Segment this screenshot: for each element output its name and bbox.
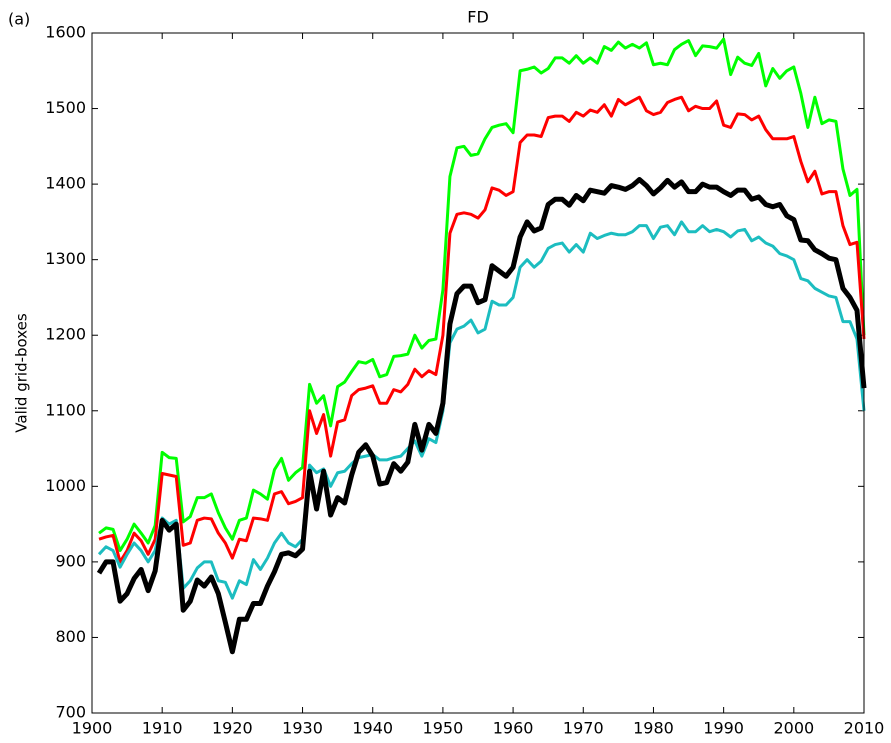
x-tick-label: 1930: [282, 719, 323, 738]
plot-frame: [91, 32, 865, 714]
chart-title: FD: [467, 8, 489, 27]
y-axis-label: Valid grid-boxes: [13, 313, 31, 433]
y-tick-label: 700: [55, 703, 86, 722]
y-tick-label: 1400: [45, 174, 86, 193]
y-tick-label: 1600: [45, 23, 86, 42]
y-tick-label: 1500: [45, 98, 86, 117]
panel-label: (a): [8, 10, 30, 29]
x-tick-label: 1950: [423, 719, 464, 738]
series-line: [96, 177, 867, 655]
y-tick-label: 900: [55, 551, 86, 570]
x-tick-label: 1990: [703, 719, 744, 738]
y-tick-label: 1300: [45, 249, 86, 268]
series-line: [98, 95, 866, 564]
x-tick-label: 1970: [563, 719, 604, 738]
x-tick-label: 1980: [633, 719, 674, 738]
x-tick-label: 2010: [844, 719, 885, 738]
series-line: [98, 37, 866, 553]
y-tick-label: 1100: [45, 400, 86, 419]
x-tick-label: 1940: [352, 719, 393, 738]
y-tick-label: 800: [55, 627, 86, 646]
x-tick-label: 1960: [493, 719, 534, 738]
x-tick-label: 2000: [773, 719, 814, 738]
series-line: [97, 220, 866, 600]
y-tick-label: 1200: [45, 325, 86, 344]
x-tick-label: 1910: [142, 719, 183, 738]
x-tick-label: 1920: [212, 719, 253, 738]
x-tick-label: 1900: [72, 719, 113, 738]
y-tick-label: 1000: [45, 476, 86, 495]
